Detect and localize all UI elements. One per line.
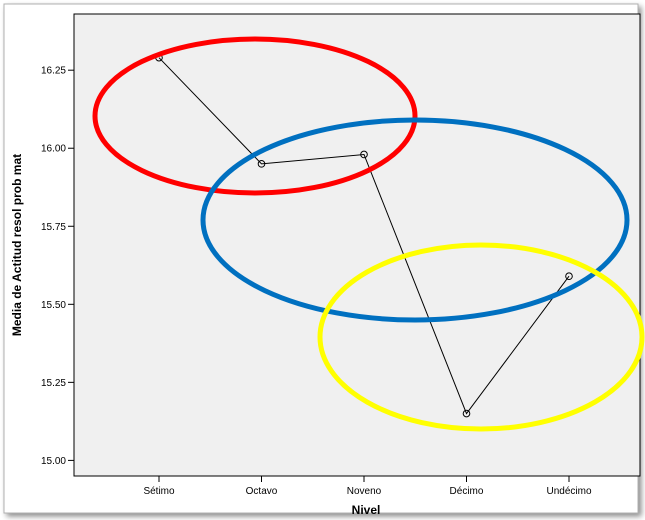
y-tick-label: 15.25 <box>41 378 66 389</box>
y-axis: 15.00 15.25 15.50 15.75 16.00 16.25 <box>41 66 74 467</box>
x-axis-title: Nivel <box>352 503 381 517</box>
data-point-octavo <box>257 160 266 168</box>
y-axis-title: Media de Actitud resol prob mat <box>10 154 24 336</box>
annotation-ellipse <box>317 242 645 432</box>
y-tick-label: 15.00 <box>41 456 66 467</box>
y-tick-label: 15.50 <box>41 300 66 311</box>
x-tick-label: Noveno <box>347 486 382 497</box>
annotation-ellipse <box>200 117 630 323</box>
data-point-undécimo <box>565 272 573 281</box>
x-axis: Sétimo Octavo Noveno Décimo Undécimo <box>143 476 592 497</box>
annotations <box>92 36 645 432</box>
series-line <box>158 57 570 415</box>
x-tick-label: Undécimo <box>546 486 591 497</box>
plot-area <box>73 13 641 477</box>
annotation-ellipse <box>92 36 418 196</box>
data-point-décimo <box>462 409 471 418</box>
x-tick-label: Sétimo <box>143 486 175 497</box>
y-tick-label: 16.25 <box>41 66 66 77</box>
y-tick-label: 16.00 <box>41 144 66 155</box>
data-point-noveno <box>360 150 368 159</box>
x-tick-label: Décimo <box>450 486 484 497</box>
x-tick-label: Octavo <box>246 486 278 497</box>
y-tick-label: 15.75 <box>41 222 66 233</box>
